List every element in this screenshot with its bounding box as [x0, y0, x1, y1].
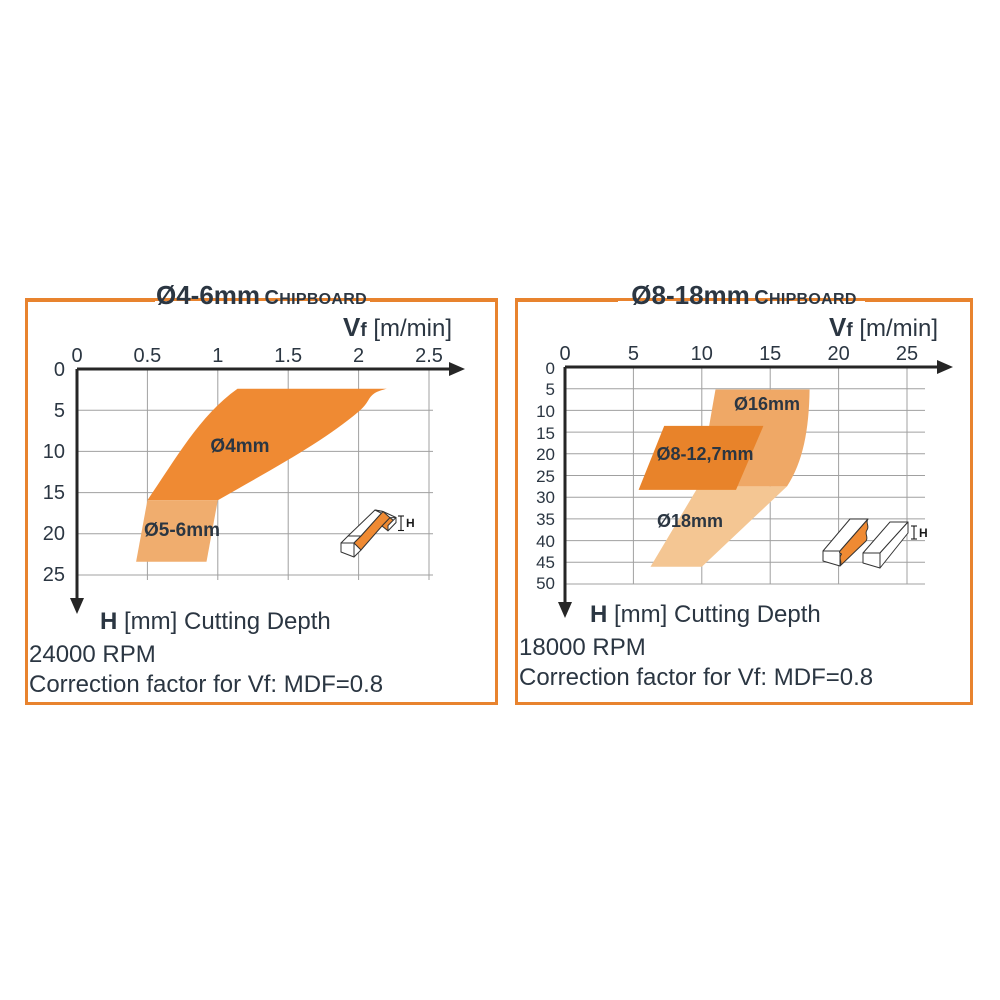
svg-text:2: 2 — [353, 345, 364, 367]
svg-text:25: 25 — [896, 343, 918, 365]
svg-text:0: 0 — [546, 359, 555, 378]
svg-text:Ø8-12,7mm: Ø8-12,7mm — [656, 444, 753, 464]
svg-text:Ø4mm: Ø4mm — [210, 436, 269, 457]
svg-text:45: 45 — [536, 553, 555, 572]
svg-text:10: 10 — [43, 441, 65, 463]
svg-text:20: 20 — [43, 523, 65, 545]
svg-text:H: H — [919, 526, 928, 540]
svg-text:1: 1 — [212, 345, 223, 367]
svg-text:35: 35 — [536, 510, 555, 529]
svg-text:25: 25 — [536, 467, 555, 486]
svg-text:20: 20 — [827, 343, 849, 365]
svg-text:0: 0 — [54, 359, 65, 381]
svg-text:0: 0 — [71, 345, 82, 367]
svg-text:Ø18mm: Ø18mm — [657, 511, 723, 531]
svg-text:25: 25 — [43, 564, 65, 586]
svg-text:1.5: 1.5 — [274, 345, 302, 367]
svg-text:10: 10 — [691, 343, 713, 365]
svg-text:15: 15 — [759, 343, 781, 365]
svg-text:15: 15 — [43, 482, 65, 504]
svg-text:5: 5 — [546, 380, 555, 399]
svg-text:Ø16mm: Ø16mm — [734, 394, 800, 414]
svg-text:5: 5 — [54, 400, 65, 422]
svg-text:15: 15 — [536, 424, 555, 443]
svg-text:0: 0 — [559, 343, 570, 365]
svg-text:50: 50 — [536, 574, 555, 593]
svg-text:Ø5-6mm: Ø5-6mm — [144, 520, 220, 541]
svg-text:10: 10 — [536, 402, 555, 421]
svg-text:0.5: 0.5 — [133, 345, 161, 367]
svg-text:5: 5 — [628, 343, 639, 365]
svg-text:2.5: 2.5 — [415, 345, 443, 367]
svg-text:H: H — [406, 516, 415, 530]
svg-text:30: 30 — [536, 488, 555, 507]
svg-text:40: 40 — [536, 532, 555, 551]
svg-text:20: 20 — [536, 445, 555, 464]
